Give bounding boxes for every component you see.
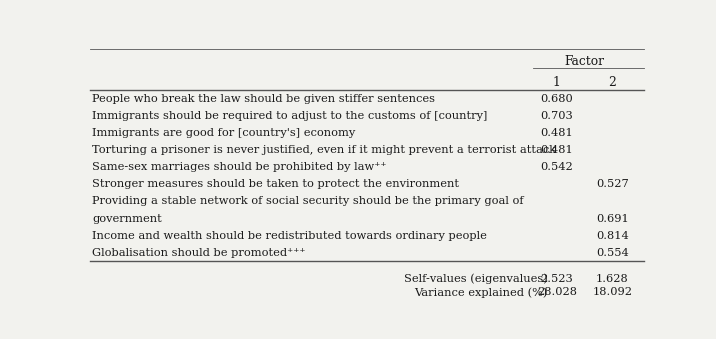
Text: 0.481: 0.481 bbox=[541, 145, 573, 155]
Text: 0.554: 0.554 bbox=[596, 248, 629, 258]
Text: 1: 1 bbox=[553, 76, 561, 89]
Text: 28.028: 28.028 bbox=[537, 287, 576, 297]
Text: Same-sex marriages should be prohibited by law⁺⁺: Same-sex marriages should be prohibited … bbox=[92, 162, 387, 172]
Text: 2.523: 2.523 bbox=[541, 274, 573, 283]
Text: Stronger measures should be taken to protect the environment: Stronger measures should be taken to pro… bbox=[92, 179, 459, 189]
Text: Income and wealth should be redistributed towards ordinary people: Income and wealth should be redistribute… bbox=[92, 231, 487, 241]
Text: 18.092: 18.092 bbox=[592, 287, 632, 297]
Text: 0.527: 0.527 bbox=[596, 179, 629, 189]
Text: Variance explained (%): Variance explained (%) bbox=[414, 287, 547, 298]
Text: Providing a stable network of social security should be the primary goal of: Providing a stable network of social sec… bbox=[92, 196, 524, 206]
Text: 0.542: 0.542 bbox=[541, 162, 573, 172]
Text: 0.691: 0.691 bbox=[596, 214, 629, 223]
Text: Self-values (eigenvalues): Self-values (eigenvalues) bbox=[404, 273, 547, 284]
Text: Immigrants are good for [country's] economy: Immigrants are good for [country's] econ… bbox=[92, 128, 356, 138]
Text: People who break the law should be given stiffer sentences: People who break the law should be given… bbox=[92, 94, 435, 104]
Text: Torturing a prisoner is never justified, even if it might prevent a terrorist at: Torturing a prisoner is never justified,… bbox=[92, 145, 556, 155]
Text: 0.703: 0.703 bbox=[541, 111, 573, 121]
Text: Immigrants should be required to adjust to the customs of [country]: Immigrants should be required to adjust … bbox=[92, 111, 488, 121]
Text: Factor: Factor bbox=[564, 55, 604, 68]
Text: 2: 2 bbox=[609, 76, 616, 89]
Text: government: government bbox=[92, 214, 162, 223]
Text: Globalisation should be promoted⁺⁺⁺: Globalisation should be promoted⁺⁺⁺ bbox=[92, 248, 306, 258]
Text: 0.814: 0.814 bbox=[596, 231, 629, 241]
Text: 0.680: 0.680 bbox=[541, 94, 573, 104]
Text: 0.481: 0.481 bbox=[541, 128, 573, 138]
Text: 1.628: 1.628 bbox=[596, 274, 629, 283]
